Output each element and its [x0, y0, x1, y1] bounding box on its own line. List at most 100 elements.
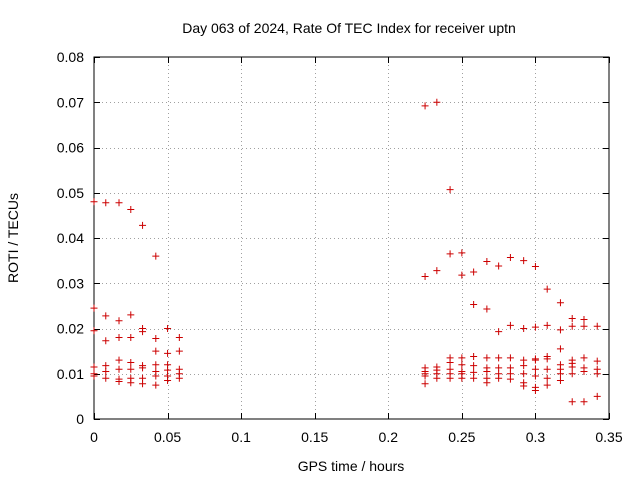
data-point-plus — [483, 379, 491, 387]
data-point-plus — [152, 372, 160, 380]
data-point-plus — [458, 374, 466, 382]
data-point-plus — [90, 372, 98, 380]
data-point-plus — [433, 267, 441, 275]
y-tick-label: 0.05 — [57, 185, 84, 201]
x-tick-label: 0.35 — [595, 429, 622, 445]
data-point-plus — [175, 374, 183, 382]
data-point-plus — [568, 398, 576, 406]
data-point-plus — [543, 365, 551, 373]
data-point-plus — [470, 368, 478, 376]
data-point-plus — [543, 355, 551, 363]
y-tick-label: 0 — [76, 411, 84, 427]
y-tick-label: 0.06 — [57, 140, 84, 156]
data-point-plus — [446, 374, 454, 382]
data-point-plus — [421, 372, 429, 380]
data-point-plus — [543, 374, 551, 382]
data-point-plus — [127, 311, 135, 319]
data-point-plus — [90, 304, 98, 312]
data-point-plus — [495, 374, 503, 382]
y-tick-label: 0.08 — [57, 49, 84, 65]
data-point-plus — [127, 205, 135, 213]
data-point-plus — [102, 362, 110, 370]
data-point-plus — [102, 367, 110, 375]
data-point-plus — [556, 299, 564, 307]
data-point-plus — [152, 381, 160, 389]
data-point-plus — [127, 358, 135, 366]
x-tick-label: 0 — [90, 429, 98, 445]
y-axis-label: ROTI / TECUs — [5, 193, 21, 283]
data-point-plus — [568, 363, 576, 371]
data-point-plus — [139, 221, 147, 229]
data-point-plus — [506, 364, 514, 372]
data-point-plus — [593, 322, 601, 330]
data-point-plus — [470, 353, 478, 361]
data-point-plus — [127, 379, 135, 387]
data-point-plus — [506, 253, 514, 261]
data-point-plus — [470, 374, 478, 382]
data-point-plus — [520, 370, 528, 378]
data-point-plus — [470, 268, 478, 276]
axis-ticks — [94, 57, 610, 420]
data-point-plus — [520, 382, 528, 390]
y-tick-label: 0.07 — [57, 94, 84, 110]
data-point-plus — [470, 362, 478, 370]
data-point-plus — [543, 381, 551, 389]
chart-title: Day 063 of 2024, Rate Of TEC Index for r… — [182, 20, 516, 36]
data-point-plus — [531, 263, 539, 271]
data-point-plus — [580, 354, 588, 362]
x-tick-label: 0.1 — [231, 429, 251, 445]
data-point-plus — [506, 354, 514, 362]
data-point-plus — [102, 374, 110, 382]
data-point-plus — [520, 325, 528, 332]
data-point-plus — [102, 337, 110, 345]
data-point-plus — [580, 367, 588, 375]
data-point-plus — [90, 327, 98, 335]
data-points — [90, 98, 601, 406]
data-point-plus — [580, 315, 588, 323]
data-point-plus — [446, 358, 454, 366]
data-point-plus — [556, 326, 564, 334]
data-point-plus — [115, 317, 123, 325]
x-tick-label: 0.25 — [448, 429, 475, 445]
data-point-plus — [483, 305, 491, 313]
x-axis-label: GPS time / hours — [298, 458, 405, 474]
data-point-plus — [421, 272, 429, 280]
data-point-plus — [433, 374, 441, 382]
data-point-plus — [164, 377, 172, 385]
data-point-plus — [433, 98, 441, 106]
data-point-plus — [115, 334, 123, 342]
data-point-plus — [458, 249, 466, 257]
data-point-plus — [568, 322, 576, 330]
data-point-plus — [543, 285, 551, 293]
x-tick-label: 0.15 — [301, 429, 328, 445]
data-point-plus — [520, 362, 528, 370]
data-point-plus — [568, 370, 576, 378]
data-point-plus — [446, 186, 454, 194]
data-point-plus — [115, 356, 123, 364]
data-point-plus — [531, 323, 539, 331]
data-point-plus — [164, 366, 172, 374]
x-tick-label: 0.3 — [526, 429, 546, 445]
data-point-plus — [421, 380, 429, 388]
data-point-plus — [102, 312, 110, 320]
data-point-plus — [520, 257, 528, 265]
data-point-plus — [115, 365, 123, 373]
y-tick-label: 0.03 — [57, 275, 84, 291]
data-point-plus — [556, 377, 564, 385]
data-point-plus — [483, 367, 491, 375]
data-point-plus — [593, 370, 601, 378]
data-point-plus — [164, 325, 172, 332]
y-tick-label: 0.01 — [57, 366, 84, 382]
data-point-plus — [531, 386, 539, 394]
data-point-plus — [580, 398, 588, 406]
data-point-plus — [568, 315, 576, 323]
data-point-plus — [458, 354, 466, 362]
y-tick-label: 0.02 — [57, 321, 84, 337]
data-point-plus — [543, 321, 551, 329]
data-point-plus — [127, 365, 135, 373]
data-point-plus — [421, 102, 429, 110]
y-tick-label: 0.04 — [57, 230, 84, 246]
data-point-plus — [446, 250, 454, 258]
data-point-plus — [90, 363, 98, 371]
